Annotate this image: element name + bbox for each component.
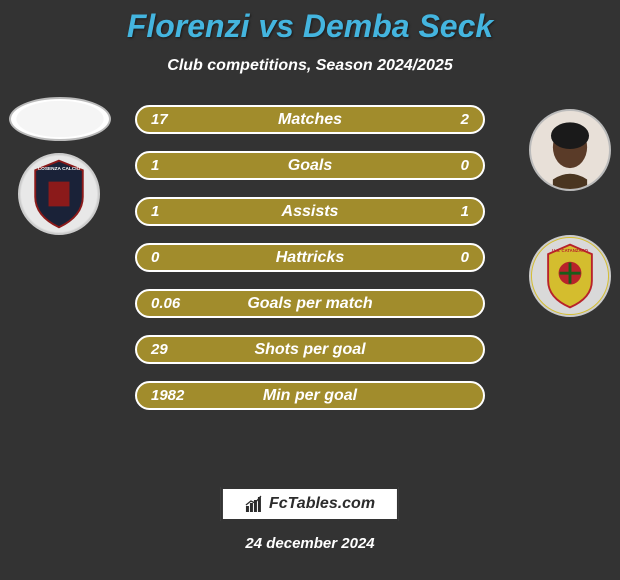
stat-right-value: 0 [461,157,469,174]
subtitle: Club competitions, Season 2024/2025 [167,57,452,75]
stat-row-shots-per-goal: 29 Shots per goal [135,335,485,364]
svg-text:COSENZA CALCIO: COSENZA CALCIO [38,166,81,172]
stat-label: Assists [137,203,483,221]
chart-icon [245,495,263,513]
player-left-crest: COSENZA CALCIO [18,153,100,235]
page-title: Florenzi vs Demba Seck [127,8,493,45]
player-right-crest: U.S. CATANZARO [529,235,611,317]
footer: FcTables.com 24 december 2024 [221,487,399,552]
stat-right-value: 1 [461,203,469,220]
stat-left-value: 1 [151,157,159,174]
stat-left-value: 1982 [151,387,184,404]
stat-left-value: 1 [151,203,159,220]
stat-left-value: 0.06 [151,295,180,312]
stat-left-value: 17 [151,111,168,128]
stat-label: Goals [137,157,483,175]
stat-left-value: 29 [151,341,168,358]
stat-row-goals-per-match: 0.06 Goals per match [135,289,485,318]
player-right-face-placeholder [531,111,609,189]
stat-label: Hattricks [137,249,483,267]
stat-right-value: 0 [461,249,469,266]
brand-text: FcTables.com [269,495,375,513]
stat-left-value: 0 [151,249,159,266]
stat-row-goals: 1 Goals 0 [135,151,485,180]
stat-row-assists: 1 Assists 1 [135,197,485,226]
stat-label: Matches [137,111,483,129]
player-left-face-placeholder [11,99,109,139]
stats-list: 17 Matches 2 1 Goals 0 1 Assists 1 0 Hat… [135,105,485,410]
player-left-avatar [9,97,111,141]
brand-badge: FcTables.com [221,487,399,521]
stat-label: Min per goal [137,387,483,405]
stat-label: Shots per goal [137,341,483,359]
stat-row-matches: 17 Matches 2 [135,105,485,134]
stat-right-value: 2 [461,111,469,128]
comparison-card: Florenzi vs Demba Seck Club competitions… [0,0,620,580]
main-area: COSENZA CALCIO U.S. CATANZARO [0,105,620,580]
date-text: 24 december 2024 [245,535,374,552]
stat-label: Goals per match [137,295,483,313]
svg-text:U.S. CATANZARO: U.S. CATANZARO [552,248,589,253]
stat-row-min-per-goal: 1982 Min per goal [135,381,485,410]
stat-row-hattricks: 0 Hattricks 0 [135,243,485,272]
player-right-avatar [529,109,611,191]
